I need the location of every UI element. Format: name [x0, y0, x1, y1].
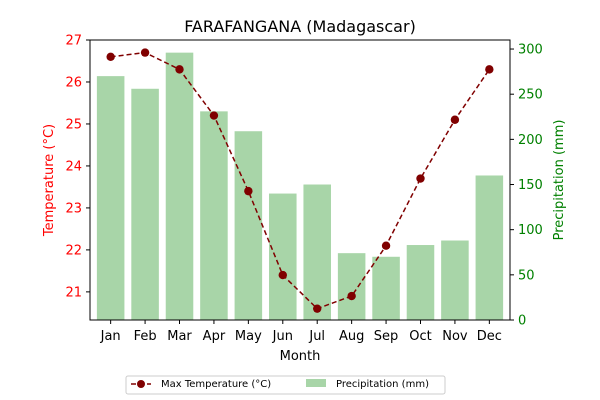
precipitation-axis: 0 50 100 150 200 250 300 [510, 43, 543, 329]
temperature-point [175, 65, 184, 74]
precipitation-bar [475, 175, 504, 320]
legend: Max Temperature (°C) Precipitation (mm) [125, 375, 446, 395]
temperature-line [106, 48, 494, 313]
precipitation-tick-label: 200 [518, 133, 543, 148]
x-tick-label: Sep [374, 329, 399, 344]
x-axis-label: Month [280, 349, 321, 364]
legend-precipitation-swatch [306, 379, 326, 387]
precipitation-bars [96, 52, 504, 321]
x-tick-label: Dec [477, 329, 502, 344]
temperature-axis-label: Temperature (°C) [42, 124, 57, 237]
x-tick-label: Aug [339, 329, 364, 344]
x-tick-label: May [235, 329, 262, 344]
temperature-series-line [110, 51, 490, 310]
precipitation-bar [234, 131, 263, 320]
precipitation-tick-label: 100 [518, 223, 543, 238]
temperature-tick-label: 25 [65, 117, 82, 132]
temperature-point [140, 48, 150, 57]
x-tick-label: Oct [409, 329, 431, 344]
temperature-tick-label: 22 [65, 243, 82, 258]
x-tick-label: Feb [134, 329, 157, 344]
temperature-point [244, 186, 253, 196]
precipitation-tick-label: 150 [518, 178, 543, 193]
x-tick-label: Jun [272, 329, 293, 344]
precipitation-bar [337, 253, 366, 320]
precipitation-bar [269, 193, 297, 320]
temperature-tick-label: 24 [65, 159, 82, 174]
x-tick-label: Nov [442, 329, 468, 344]
precipitation-bar [441, 240, 469, 320]
x-tick-label: Apr [203, 329, 226, 344]
temperature-axis: 21 22 23 24 25 26 27 [65, 34, 90, 300]
temperature-point [381, 241, 391, 250]
precipitation-tick-label: 0 [518, 314, 526, 329]
temperature-tick-label: 26 [65, 75, 82, 90]
x-axis: Jan Feb Mar Apr May Jun Jul Aug Sep Oct Nov Dec [100, 320, 502, 344]
chart-title: FARAFANGANA (Madagascar) [184, 17, 416, 36]
temperature-tick-label: 21 [65, 285, 82, 300]
precipitation-bar [131, 88, 159, 320]
x-tick-label: Jan [100, 329, 121, 344]
precipitation-bar [96, 76, 125, 321]
temperature-point [278, 270, 287, 280]
temperature-point [347, 291, 356, 301]
temperature-point [313, 304, 322, 313]
plot-frame [89, 39, 511, 321]
precipitation-bar [200, 111, 228, 321]
temperature-point [485, 65, 494, 74]
x-tick-label: Jul [308, 329, 325, 344]
legend-precipitation-label: Precipitation (mm) [336, 379, 429, 390]
precipitation-bar [406, 245, 435, 320]
legend-temperature-label: Max Temperature (°C) [161, 379, 271, 390]
temperature-point [106, 52, 115, 61]
precipitation-tick-label: 250 [518, 88, 543, 103]
temperature-point [450, 115, 460, 124]
precipitation-bar [372, 256, 400, 320]
temperature-point [416, 174, 425, 183]
precipitation-bar [303, 184, 331, 320]
precipitation-axis-label: Precipitation (mm) [552, 120, 567, 241]
x-tick-label: Mar [167, 329, 192, 344]
precipitation-tick-label: 50 [518, 268, 535, 283]
precipitation-bar [165, 52, 194, 320]
legend-frame [125, 375, 446, 395]
temperature-point [209, 111, 219, 120]
precipitation-tick-label: 300 [518, 43, 543, 58]
temperature-tick-label: 23 [65, 201, 82, 216]
legend-temperature-marker [137, 380, 145, 388]
temperature-tick-label: 27 [65, 34, 82, 49]
